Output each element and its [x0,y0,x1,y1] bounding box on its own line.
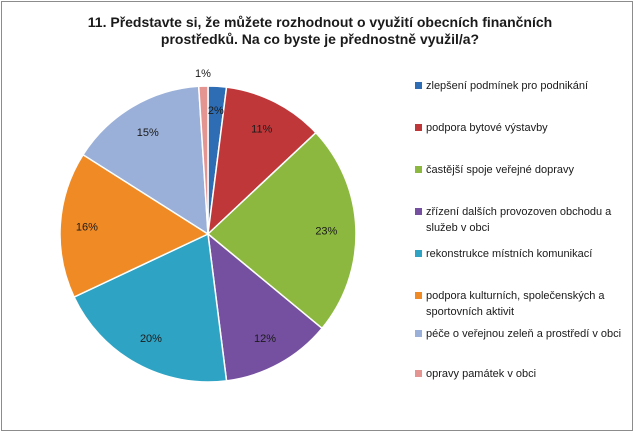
slice-data-label: 16% [76,221,98,233]
pie-slice [59,153,210,299]
legend-label: rekonstrukce místních komunikací [426,248,593,260]
legend-swatch [415,208,422,215]
legend-swatch [415,370,422,377]
legend-swatch [415,292,422,299]
pie-slice [82,85,209,236]
slice-data-label: 2% [208,105,224,117]
legend-label: podpora kulturních, společenských a spor… [426,290,605,318]
legend-label: zřízení dalších provozoven obchodu a slu… [426,206,612,234]
slice-data-label: 12% [254,333,276,345]
pie-slice [73,232,228,383]
pie-slice [206,131,357,330]
legend: zlepšení podmínek pro podnikání podpora b… [412,78,630,398]
legend-label: opravy památek v obci [426,368,537,380]
legend-swatch [415,330,422,337]
legend-swatch [415,166,422,173]
slice-data-label: 11% [251,124,272,136]
chart-title: 11. Představte si, že můžete rozhodnout … [87,14,553,47]
legend-label: častější spoje veřejné dopravy [426,164,574,176]
legend-swatch [415,124,422,131]
legend-label: podpora bytové výstavby [426,122,548,134]
slice-data-label: 20% [140,333,162,345]
legend-swatch [415,250,422,257]
slice-data-label: 1% [195,68,211,80]
slice-data-label: 15% [137,127,159,139]
pie-slice [207,232,324,382]
pie-slice [206,86,317,236]
pie-slice [197,85,209,235]
legend-label: péče o veřejnou zeleň a prostředí v obci [426,328,622,340]
slice-data-label: 23% [315,225,337,237]
legend-swatch [415,82,422,89]
legend-label: zlepšení podmínek pro podnikání [426,80,589,92]
